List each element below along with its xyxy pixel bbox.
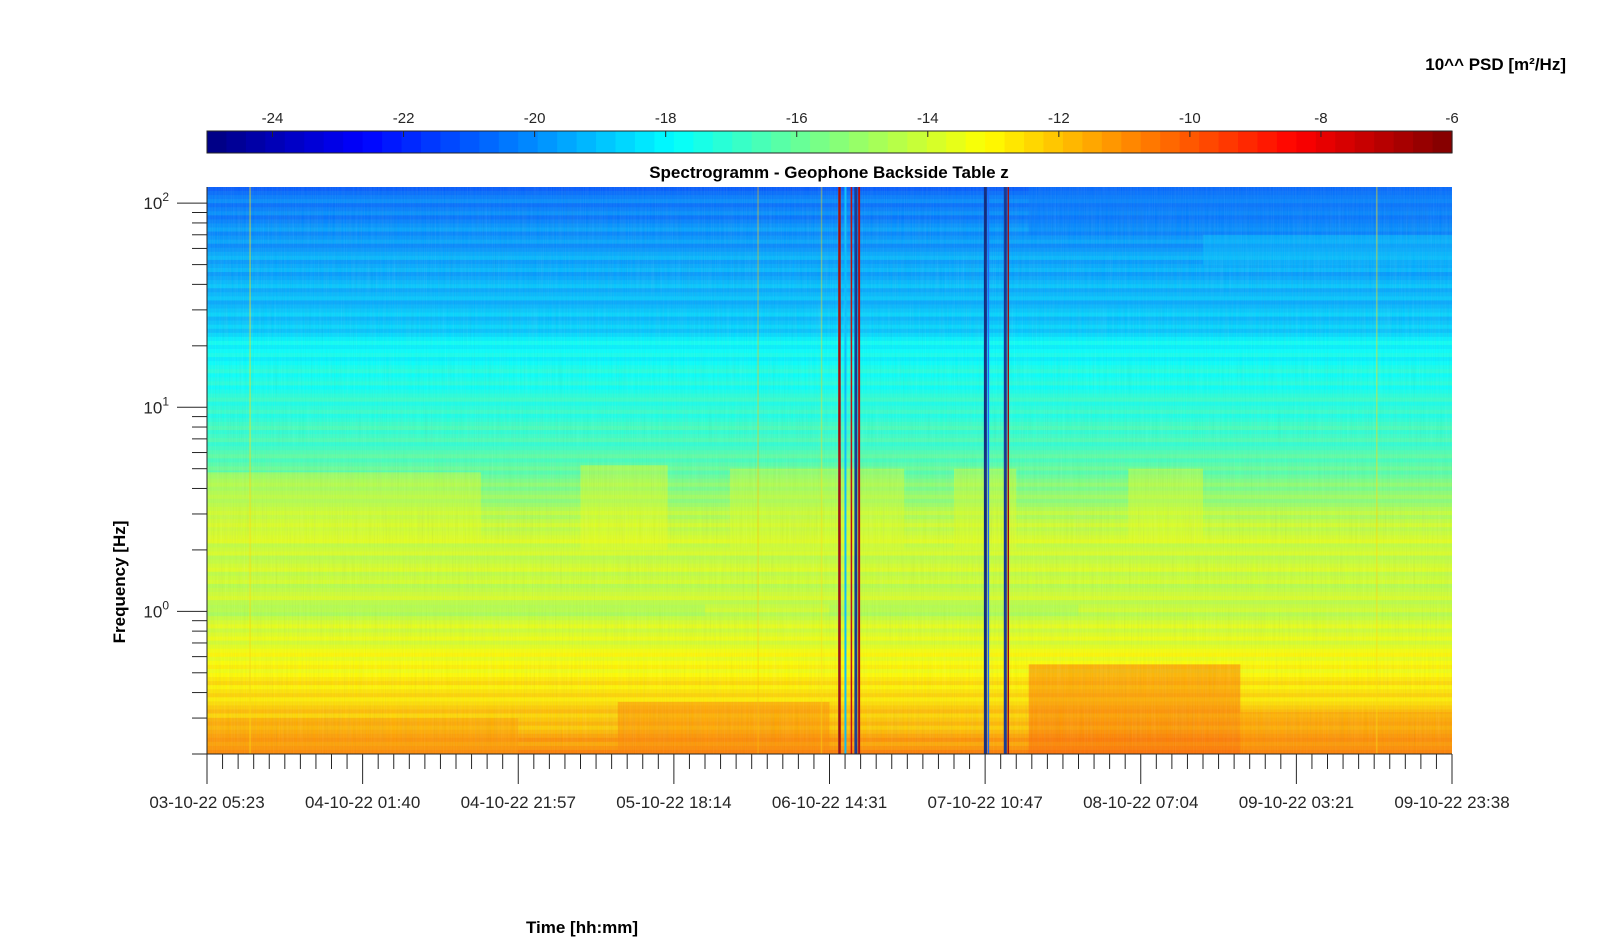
colorbar: 10^^ PSD [m²/Hz] -24 -22 -20 -18 -16 -14 -12 -1…	[206, 55, 1566, 154]
x-tick-label: 03-10-22 05:23	[149, 793, 264, 812]
colorbar-title: 10^^ PSD [m²/Hz]	[1425, 55, 1566, 74]
colorbar-tick-label: -22	[393, 110, 415, 127]
x-tick-label: 04-10-22 01:40	[305, 793, 420, 812]
colorbar-gradient	[207, 131, 1453, 153]
x-tick-label: 05-10-22 18:14	[616, 793, 731, 812]
colorbar-tick-label: -16	[786, 110, 808, 127]
y-axis: 102 101 100	[143, 187, 208, 755]
colorbar-tick-label: -20	[524, 110, 546, 127]
colorbar-frame	[206, 130, 1453, 154]
x-tick-label: 07-10-22 10:47	[927, 793, 1042, 812]
y-tick-label: 101	[143, 394, 169, 417]
chart-title: Spectrogramm - Geophone Backside Table z	[649, 163, 1009, 182]
x-axis: 03-10-22 05:23 04-10-22 01:40 04-10-22 21:…	[149, 753, 1510, 812]
spectrogram-image	[207, 187, 1452, 754]
x-tick-label: 06-10-22 14:31	[772, 793, 887, 812]
x-tick-label: 08-10-22 07:04	[1083, 793, 1198, 812]
colorbar-tick-label: -10	[1179, 110, 1201, 127]
x-tick-label: 04-10-22 21:57	[461, 793, 576, 812]
colorbar-tick-label: -18	[655, 110, 677, 127]
x-tick-label: 09-10-22 03:21	[1239, 793, 1354, 812]
y-tick-label: 100	[143, 598, 169, 621]
x-tick-label: 09-10-22 23:38	[1394, 793, 1509, 812]
colorbar-tick-label: -14	[917, 110, 939, 127]
x-axis-label: Time [hh:mm]	[526, 918, 638, 937]
colorbar-tick-label: -8	[1314, 110, 1327, 127]
colorbar-tick-label: -6	[1445, 110, 1458, 127]
y-axis-label: Frequency [Hz]	[110, 521, 129, 644]
colorbar-tick-label: -12	[1048, 110, 1070, 127]
colorbar-tick-label: -24	[262, 110, 284, 127]
y-tick-label: 102	[143, 190, 169, 213]
colorbar-ticks: -24 -22 -20 -18 -16 -14 -12 -10 -8 -6	[262, 110, 1459, 137]
